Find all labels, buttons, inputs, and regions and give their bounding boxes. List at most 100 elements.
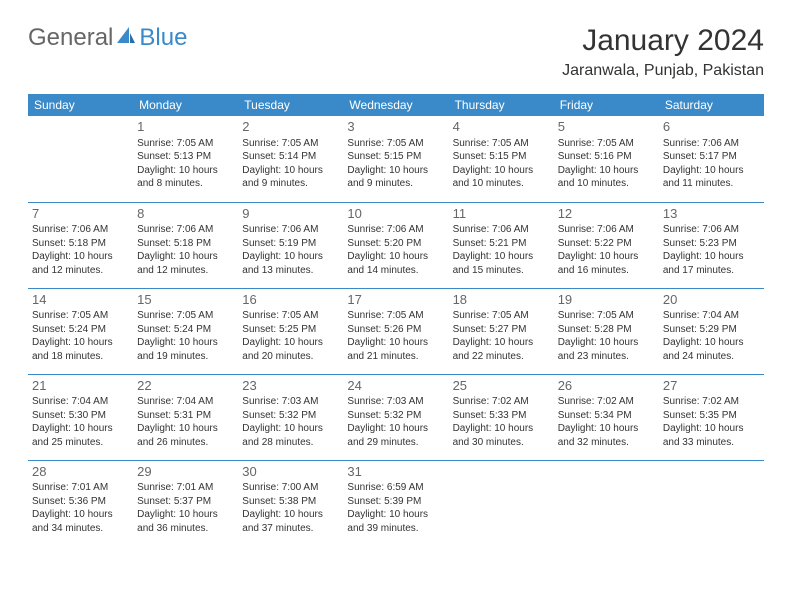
- day-header: Thursday: [449, 94, 554, 116]
- calendar-day-empty: [554, 460, 659, 546]
- sunset-line: Sunset: 5:29 PM: [663, 323, 760, 337]
- calendar-day: 19Sunrise: 7:05 AMSunset: 5:28 PMDayligh…: [554, 288, 659, 374]
- daylight-line: Daylight: 10 hours and 12 minutes.: [137, 250, 234, 277]
- sunrise-line: Sunrise: 7:00 AM: [242, 481, 339, 495]
- calendar-day: 13Sunrise: 7:06 AMSunset: 5:23 PMDayligh…: [659, 202, 764, 288]
- day-number: 10: [347, 205, 444, 223]
- sunset-line: Sunset: 5:32 PM: [242, 409, 339, 423]
- title-block: January 2024 Jaranwala, Punjab, Pakistan: [562, 24, 764, 80]
- day-number: 26: [558, 377, 655, 395]
- calendar-day: 6Sunrise: 7:06 AMSunset: 5:17 PMDaylight…: [659, 116, 764, 202]
- calendar-table: SundayMondayTuesdayWednesdayThursdayFrid…: [28, 94, 764, 546]
- day-number: 1: [137, 118, 234, 136]
- daylight-line: Daylight: 10 hours and 36 minutes.: [137, 508, 234, 535]
- calendar-day: 8Sunrise: 7:06 AMSunset: 5:18 PMDaylight…: [133, 202, 238, 288]
- location-label: Jaranwala, Punjab, Pakistan: [562, 62, 764, 80]
- sunrise-line: Sunrise: 7:01 AM: [137, 481, 234, 495]
- sunset-line: Sunset: 5:22 PM: [558, 237, 655, 251]
- daylight-line: Daylight: 10 hours and 9 minutes.: [242, 164, 339, 191]
- sunset-line: Sunset: 5:18 PM: [137, 237, 234, 251]
- sunrise-line: Sunrise: 7:02 AM: [558, 395, 655, 409]
- sunset-line: Sunset: 5:18 PM: [32, 237, 129, 251]
- day-number: 31: [347, 463, 444, 481]
- daylight-line: Daylight: 10 hours and 28 minutes.: [242, 422, 339, 449]
- day-number: 27: [663, 377, 760, 395]
- calendar-day: 7Sunrise: 7:06 AMSunset: 5:18 PMDaylight…: [28, 202, 133, 288]
- calendar-day: 27Sunrise: 7:02 AMSunset: 5:35 PMDayligh…: [659, 374, 764, 460]
- day-number: 18: [453, 291, 550, 309]
- sunset-line: Sunset: 5:23 PM: [663, 237, 760, 251]
- sunrise-line: Sunrise: 7:06 AM: [32, 223, 129, 237]
- calendar-day: 9Sunrise: 7:06 AMSunset: 5:19 PMDaylight…: [238, 202, 343, 288]
- day-header: Saturday: [659, 94, 764, 116]
- day-number: 16: [242, 291, 339, 309]
- calendar-day: 3Sunrise: 7:05 AMSunset: 5:15 PMDaylight…: [343, 116, 448, 202]
- sunrise-line: Sunrise: 7:06 AM: [663, 137, 760, 151]
- sunset-line: Sunset: 5:31 PM: [137, 409, 234, 423]
- logo-sail-icon: [115, 25, 137, 52]
- sunrise-line: Sunrise: 7:06 AM: [347, 223, 444, 237]
- sunrise-line: Sunrise: 7:02 AM: [663, 395, 760, 409]
- day-number: 12: [558, 205, 655, 223]
- daylight-line: Daylight: 10 hours and 15 minutes.: [453, 250, 550, 277]
- day-number: 23: [242, 377, 339, 395]
- daylight-line: Daylight: 10 hours and 10 minutes.: [558, 164, 655, 191]
- daylight-line: Daylight: 10 hours and 25 minutes.: [32, 422, 129, 449]
- sunset-line: Sunset: 5:17 PM: [663, 150, 760, 164]
- sunrise-line: Sunrise: 7:04 AM: [137, 395, 234, 409]
- calendar-day: 12Sunrise: 7:06 AMSunset: 5:22 PMDayligh…: [554, 202, 659, 288]
- logo-text-blue: Blue: [139, 24, 187, 52]
- sunrise-line: Sunrise: 7:05 AM: [347, 137, 444, 151]
- calendar-day: 2Sunrise: 7:05 AMSunset: 5:14 PMDaylight…: [238, 116, 343, 202]
- daylight-line: Daylight: 10 hours and 12 minutes.: [32, 250, 129, 277]
- calendar-week: 21Sunrise: 7:04 AMSunset: 5:30 PMDayligh…: [28, 374, 764, 460]
- sunset-line: Sunset: 5:28 PM: [558, 323, 655, 337]
- daylight-line: Daylight: 10 hours and 9 minutes.: [347, 164, 444, 191]
- daylight-line: Daylight: 10 hours and 19 minutes.: [137, 336, 234, 363]
- day-number: 25: [453, 377, 550, 395]
- calendar-day: 29Sunrise: 7:01 AMSunset: 5:37 PMDayligh…: [133, 460, 238, 546]
- calendar-day: 18Sunrise: 7:05 AMSunset: 5:27 PMDayligh…: [449, 288, 554, 374]
- sunrise-line: Sunrise: 7:05 AM: [453, 309, 550, 323]
- sunrise-line: Sunrise: 7:05 AM: [242, 309, 339, 323]
- calendar-week: 1Sunrise: 7:05 AMSunset: 5:13 PMDaylight…: [28, 116, 764, 202]
- sunset-line: Sunset: 5:33 PM: [453, 409, 550, 423]
- calendar-day: 21Sunrise: 7:04 AMSunset: 5:30 PMDayligh…: [28, 374, 133, 460]
- calendar-day: 24Sunrise: 7:03 AMSunset: 5:32 PMDayligh…: [343, 374, 448, 460]
- calendar-day: 31Sunrise: 6:59 AMSunset: 5:39 PMDayligh…: [343, 460, 448, 546]
- calendar-day: 20Sunrise: 7:04 AMSunset: 5:29 PMDayligh…: [659, 288, 764, 374]
- day-header: Friday: [554, 94, 659, 116]
- sunrise-line: Sunrise: 7:05 AM: [137, 309, 234, 323]
- day-header: Sunday: [28, 94, 133, 116]
- day-number: 15: [137, 291, 234, 309]
- daylight-line: Daylight: 10 hours and 39 minutes.: [347, 508, 444, 535]
- day-number: 24: [347, 377, 444, 395]
- daylight-line: Daylight: 10 hours and 29 minutes.: [347, 422, 444, 449]
- sunrise-line: Sunrise: 7:05 AM: [453, 137, 550, 151]
- day-number: 8: [137, 205, 234, 223]
- daylight-line: Daylight: 10 hours and 13 minutes.: [242, 250, 339, 277]
- day-header-row: SundayMondayTuesdayWednesdayThursdayFrid…: [28, 94, 764, 116]
- calendar-day: 16Sunrise: 7:05 AMSunset: 5:25 PMDayligh…: [238, 288, 343, 374]
- day-header: Monday: [133, 94, 238, 116]
- daylight-line: Daylight: 10 hours and 24 minutes.: [663, 336, 760, 363]
- sunrise-line: Sunrise: 7:05 AM: [347, 309, 444, 323]
- sunrise-line: Sunrise: 7:04 AM: [32, 395, 129, 409]
- daylight-line: Daylight: 10 hours and 22 minutes.: [453, 336, 550, 363]
- sunset-line: Sunset: 5:27 PM: [453, 323, 550, 337]
- daylight-line: Daylight: 10 hours and 20 minutes.: [242, 336, 339, 363]
- daylight-line: Daylight: 10 hours and 10 minutes.: [453, 164, 550, 191]
- sunrise-line: Sunrise: 7:03 AM: [347, 395, 444, 409]
- sunset-line: Sunset: 5:14 PM: [242, 150, 339, 164]
- day-number: 6: [663, 118, 760, 136]
- calendar-day: 23Sunrise: 7:03 AMSunset: 5:32 PMDayligh…: [238, 374, 343, 460]
- daylight-line: Daylight: 10 hours and 23 minutes.: [558, 336, 655, 363]
- daylight-line: Daylight: 10 hours and 34 minutes.: [32, 508, 129, 535]
- page-title: January 2024: [562, 24, 764, 58]
- sunset-line: Sunset: 5:34 PM: [558, 409, 655, 423]
- calendar-body: 1Sunrise: 7:05 AMSunset: 5:13 PMDaylight…: [28, 116, 764, 546]
- sunrise-line: Sunrise: 7:06 AM: [137, 223, 234, 237]
- day-number: 17: [347, 291, 444, 309]
- sunset-line: Sunset: 5:39 PM: [347, 495, 444, 509]
- calendar-day: 5Sunrise: 7:05 AMSunset: 5:16 PMDaylight…: [554, 116, 659, 202]
